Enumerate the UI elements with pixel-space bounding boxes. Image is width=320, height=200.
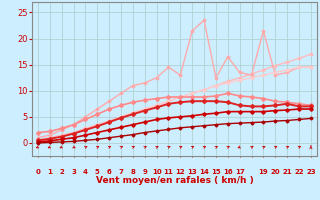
X-axis label: Vent moyen/en rafales ( km/h ): Vent moyen/en rafales ( km/h ) bbox=[96, 176, 253, 185]
